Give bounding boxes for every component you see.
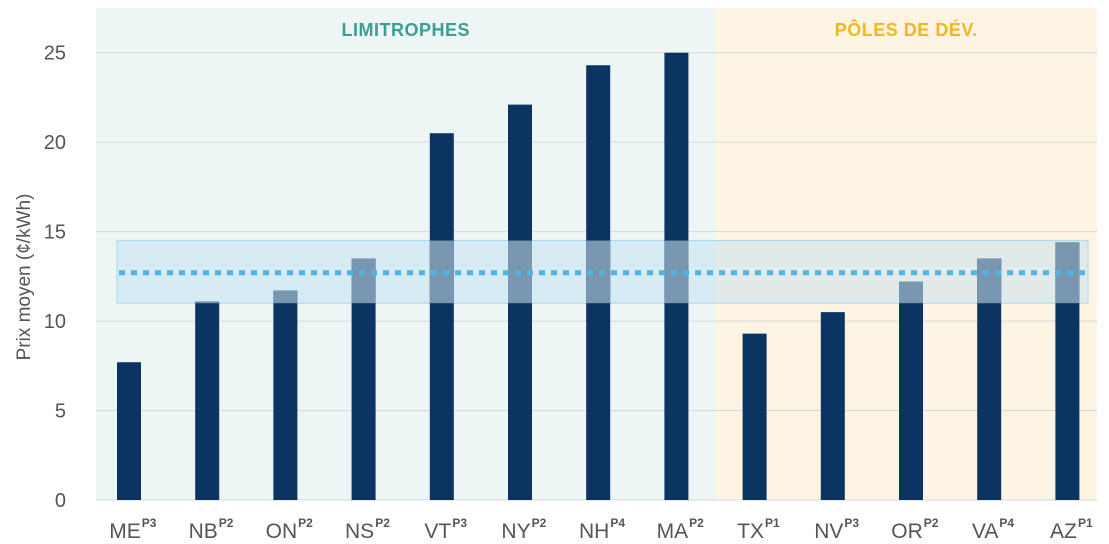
x-tick-superscript: P2 (375, 516, 390, 530)
x-tick-superscript: P1 (765, 516, 780, 530)
y-tick-label: 20 (44, 132, 66, 154)
y-tick-label: 25 (44, 43, 66, 65)
bar (742, 333, 767, 500)
x-tick-label: ME (109, 520, 141, 543)
x-tick-label: NS (345, 520, 374, 543)
x-tick-label: MA (657, 520, 689, 543)
x-tick-label: VT (424, 520, 451, 543)
y-tick-label: 15 (44, 222, 66, 244)
bar (899, 281, 923, 500)
bar (429, 133, 454, 500)
x-tick-label: NV (814, 520, 843, 543)
bar-overlap (351, 258, 376, 304)
x-tick-label: AZ (1050, 520, 1077, 543)
x-tick-label: ON (266, 520, 298, 543)
x-tick-superscript: P2 (924, 516, 939, 530)
x-tick-label: TX (737, 520, 764, 543)
x-tick-label: NH (579, 520, 609, 543)
x-tick-superscript: P1 (1078, 516, 1093, 530)
region-title: LIMITROPHES (341, 20, 470, 40)
bar-overlap (273, 290, 298, 304)
x-tick-labels: ME P3 NB P2 ON P2 NS P2 VT P3 NY P2 NH P4 MA P2 TX P1 NV P3… (109, 516, 1093, 543)
region-titles: LIMITROPHES PÔLES DE DÉV. (341, 19, 977, 40)
y-tick-label: 5 (55, 401, 66, 423)
x-tick-superscript: P3 (142, 516, 157, 530)
x-tick-superscript: P2 (219, 516, 234, 530)
y-tick-labels: 0 5 10 15 20 25 (44, 43, 66, 512)
x-tick-superscript: P3 (844, 516, 859, 530)
x-tick-superscript: P4 (610, 516, 625, 530)
bar (273, 290, 298, 500)
y-tick-label: 0 (55, 490, 66, 512)
bar (117, 362, 141, 500)
x-tick-superscript: P2 (689, 516, 704, 530)
region-title: PÔLES DE DÉV. (835, 19, 978, 40)
bar (820, 312, 845, 500)
y-tick-label: 10 (44, 311, 66, 333)
x-tick-superscript: P3 (452, 516, 467, 530)
x-tick-label: OR (891, 520, 923, 543)
x-tick-label: VA (972, 520, 998, 543)
bar (195, 301, 220, 500)
bar-overlap (899, 281, 923, 304)
bar-overlap (977, 258, 1002, 304)
x-tick-superscript: P2 (298, 516, 313, 530)
x-tick-superscript: P2 (532, 516, 547, 530)
bar-overlap (195, 301, 220, 304)
y-axis-label: Prix moyen (¢/kWh) (14, 194, 35, 361)
x-tick-label: NY (501, 520, 530, 543)
x-tick-label: NB (189, 520, 218, 543)
x-tick-superscript: P4 (999, 516, 1014, 530)
